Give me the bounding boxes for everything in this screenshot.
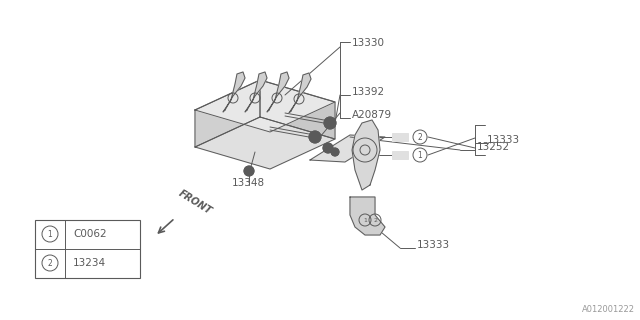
Text: 13392: 13392 (352, 87, 385, 97)
Polygon shape (195, 80, 260, 147)
Circle shape (309, 131, 321, 143)
Polygon shape (260, 80, 335, 139)
Polygon shape (267, 72, 289, 112)
Text: C0062: C0062 (73, 229, 107, 239)
Text: 1: 1 (47, 229, 52, 238)
Polygon shape (289, 73, 311, 113)
Text: 13252: 13252 (477, 142, 510, 152)
Text: 2: 2 (418, 132, 422, 141)
Text: 13333: 13333 (487, 135, 520, 145)
Circle shape (246, 169, 252, 173)
Text: 1: 1 (363, 218, 367, 222)
Text: 13333: 13333 (417, 240, 450, 250)
Circle shape (331, 148, 339, 156)
Text: A20879: A20879 (352, 110, 392, 120)
Bar (392, 133, 408, 141)
Circle shape (324, 117, 336, 129)
Polygon shape (352, 120, 380, 190)
Polygon shape (195, 80, 335, 132)
Circle shape (244, 166, 254, 176)
Circle shape (327, 120, 333, 126)
Text: 13234: 13234 (73, 258, 106, 268)
Bar (392, 151, 408, 159)
Polygon shape (245, 72, 267, 112)
Text: 2: 2 (47, 259, 52, 268)
Text: 13348: 13348 (232, 178, 264, 188)
Polygon shape (350, 197, 385, 235)
Bar (35, 220, 140, 278)
Text: 13330: 13330 (352, 38, 385, 48)
Circle shape (323, 143, 333, 153)
Polygon shape (195, 117, 335, 169)
Text: FRONT: FRONT (177, 188, 214, 216)
Text: 2: 2 (373, 218, 377, 222)
Polygon shape (223, 72, 245, 112)
Text: A012001222: A012001222 (582, 305, 635, 314)
Circle shape (312, 134, 318, 140)
Polygon shape (310, 135, 385, 162)
Text: 1: 1 (418, 150, 422, 159)
